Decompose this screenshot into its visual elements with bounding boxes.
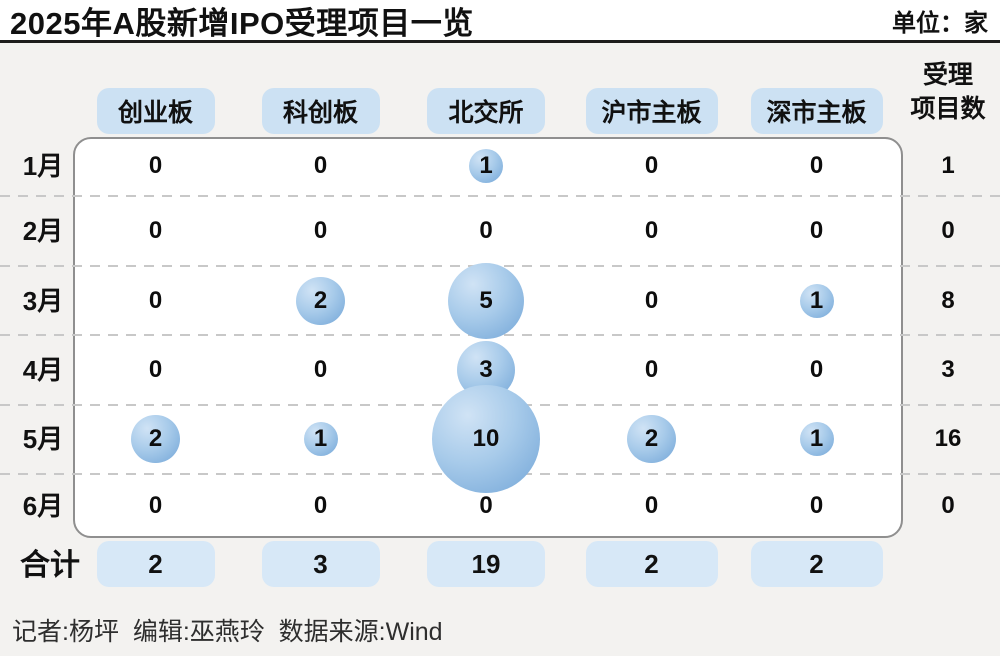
cell-value: 2 xyxy=(644,425,659,452)
credits: 记者:杨坪 编辑:巫燕玲 数据来源:Wind xyxy=(12,618,443,646)
cell-value: 1 xyxy=(809,287,824,314)
column-total-chip: 2 xyxy=(96,541,215,587)
value-bubble xyxy=(296,276,345,326)
cell-value: 0 xyxy=(644,287,659,314)
column-header-chip: 北交所 xyxy=(427,88,545,134)
column-total-chip: 19 xyxy=(427,541,545,587)
cell-value: 0 xyxy=(809,492,824,519)
value-bubble xyxy=(469,149,503,183)
cell-value: 3 xyxy=(479,356,493,383)
page-title: 2025年A股新增IPO受理项目一览 xyxy=(10,5,474,41)
grand-total-label: 合计 xyxy=(20,549,80,582)
cell-value: 0 xyxy=(644,152,659,179)
unit-label: 单位：家 xyxy=(892,9,988,37)
column-total-chip: 2 xyxy=(585,541,718,587)
value-bubble xyxy=(799,284,834,318)
cell-value: 10 xyxy=(472,425,500,452)
cell-value: 0 xyxy=(644,356,659,383)
row-total-value: 0 xyxy=(941,492,955,519)
cell-value: 2 xyxy=(148,425,163,452)
cell-value: 0 xyxy=(479,217,493,244)
cell-value: 5 xyxy=(479,287,493,314)
cell-value: 0 xyxy=(313,492,328,519)
column-total-chip: 2 xyxy=(750,541,883,587)
month-label: 4月 xyxy=(22,355,64,385)
cell-value: 2 xyxy=(313,287,328,314)
cell-value: 0 xyxy=(313,356,328,383)
cell-value: 0 xyxy=(148,217,163,244)
value-bubble xyxy=(447,262,524,339)
count-header-line1: 受理 xyxy=(922,61,973,89)
column-header-chip: 深市主板 xyxy=(750,88,883,134)
row-total-value: 0 xyxy=(941,217,955,244)
value-bubble xyxy=(131,414,180,464)
cell-value: 0 xyxy=(313,217,328,244)
title-bar: 2025年A股新增IPO受理项目一览 单位：家 xyxy=(0,0,1000,43)
count-column-header: 受理 项目数 xyxy=(893,58,1000,126)
cell-value: 0 xyxy=(313,152,328,179)
column-total-chip: 3 xyxy=(261,541,380,587)
cell-value: 1 xyxy=(313,425,328,452)
cell-value: 0 xyxy=(148,492,163,519)
value-bubble xyxy=(432,385,540,493)
cell-value: 0 xyxy=(809,217,824,244)
column-header-chip: 创业板 xyxy=(96,88,215,134)
cell-value: 0 xyxy=(809,152,824,179)
cell-value: 1 xyxy=(809,425,824,452)
row-total-value: 16 xyxy=(934,425,962,452)
cell-value: 0 xyxy=(644,492,659,519)
month-label: 1月 xyxy=(22,151,64,181)
value-bubble xyxy=(627,414,676,464)
value-bubble xyxy=(303,422,338,456)
cell-value: 0 xyxy=(809,356,824,383)
cell-value: 1 xyxy=(479,152,493,179)
cell-value: 0 xyxy=(644,217,659,244)
month-label: 5月 xyxy=(22,424,64,454)
row-total-value: 3 xyxy=(941,356,955,383)
cell-value: 0 xyxy=(148,287,163,314)
month-label: 6月 xyxy=(22,491,64,521)
row-total-value: 8 xyxy=(941,287,955,314)
month-label: 2月 xyxy=(22,216,64,246)
column-header-chip: 科创板 xyxy=(261,88,380,134)
cell-value: 0 xyxy=(479,492,493,519)
row-separator-line xyxy=(0,195,1000,197)
value-bubble xyxy=(799,422,834,456)
column-header-chip: 沪市主板 xyxy=(585,88,718,134)
cell-value: 0 xyxy=(148,152,163,179)
month-label: 3月 xyxy=(22,286,64,316)
cell-value: 0 xyxy=(148,356,163,383)
count-header-line2: 项目数 xyxy=(910,95,986,123)
row-total-value: 1 xyxy=(941,152,955,179)
